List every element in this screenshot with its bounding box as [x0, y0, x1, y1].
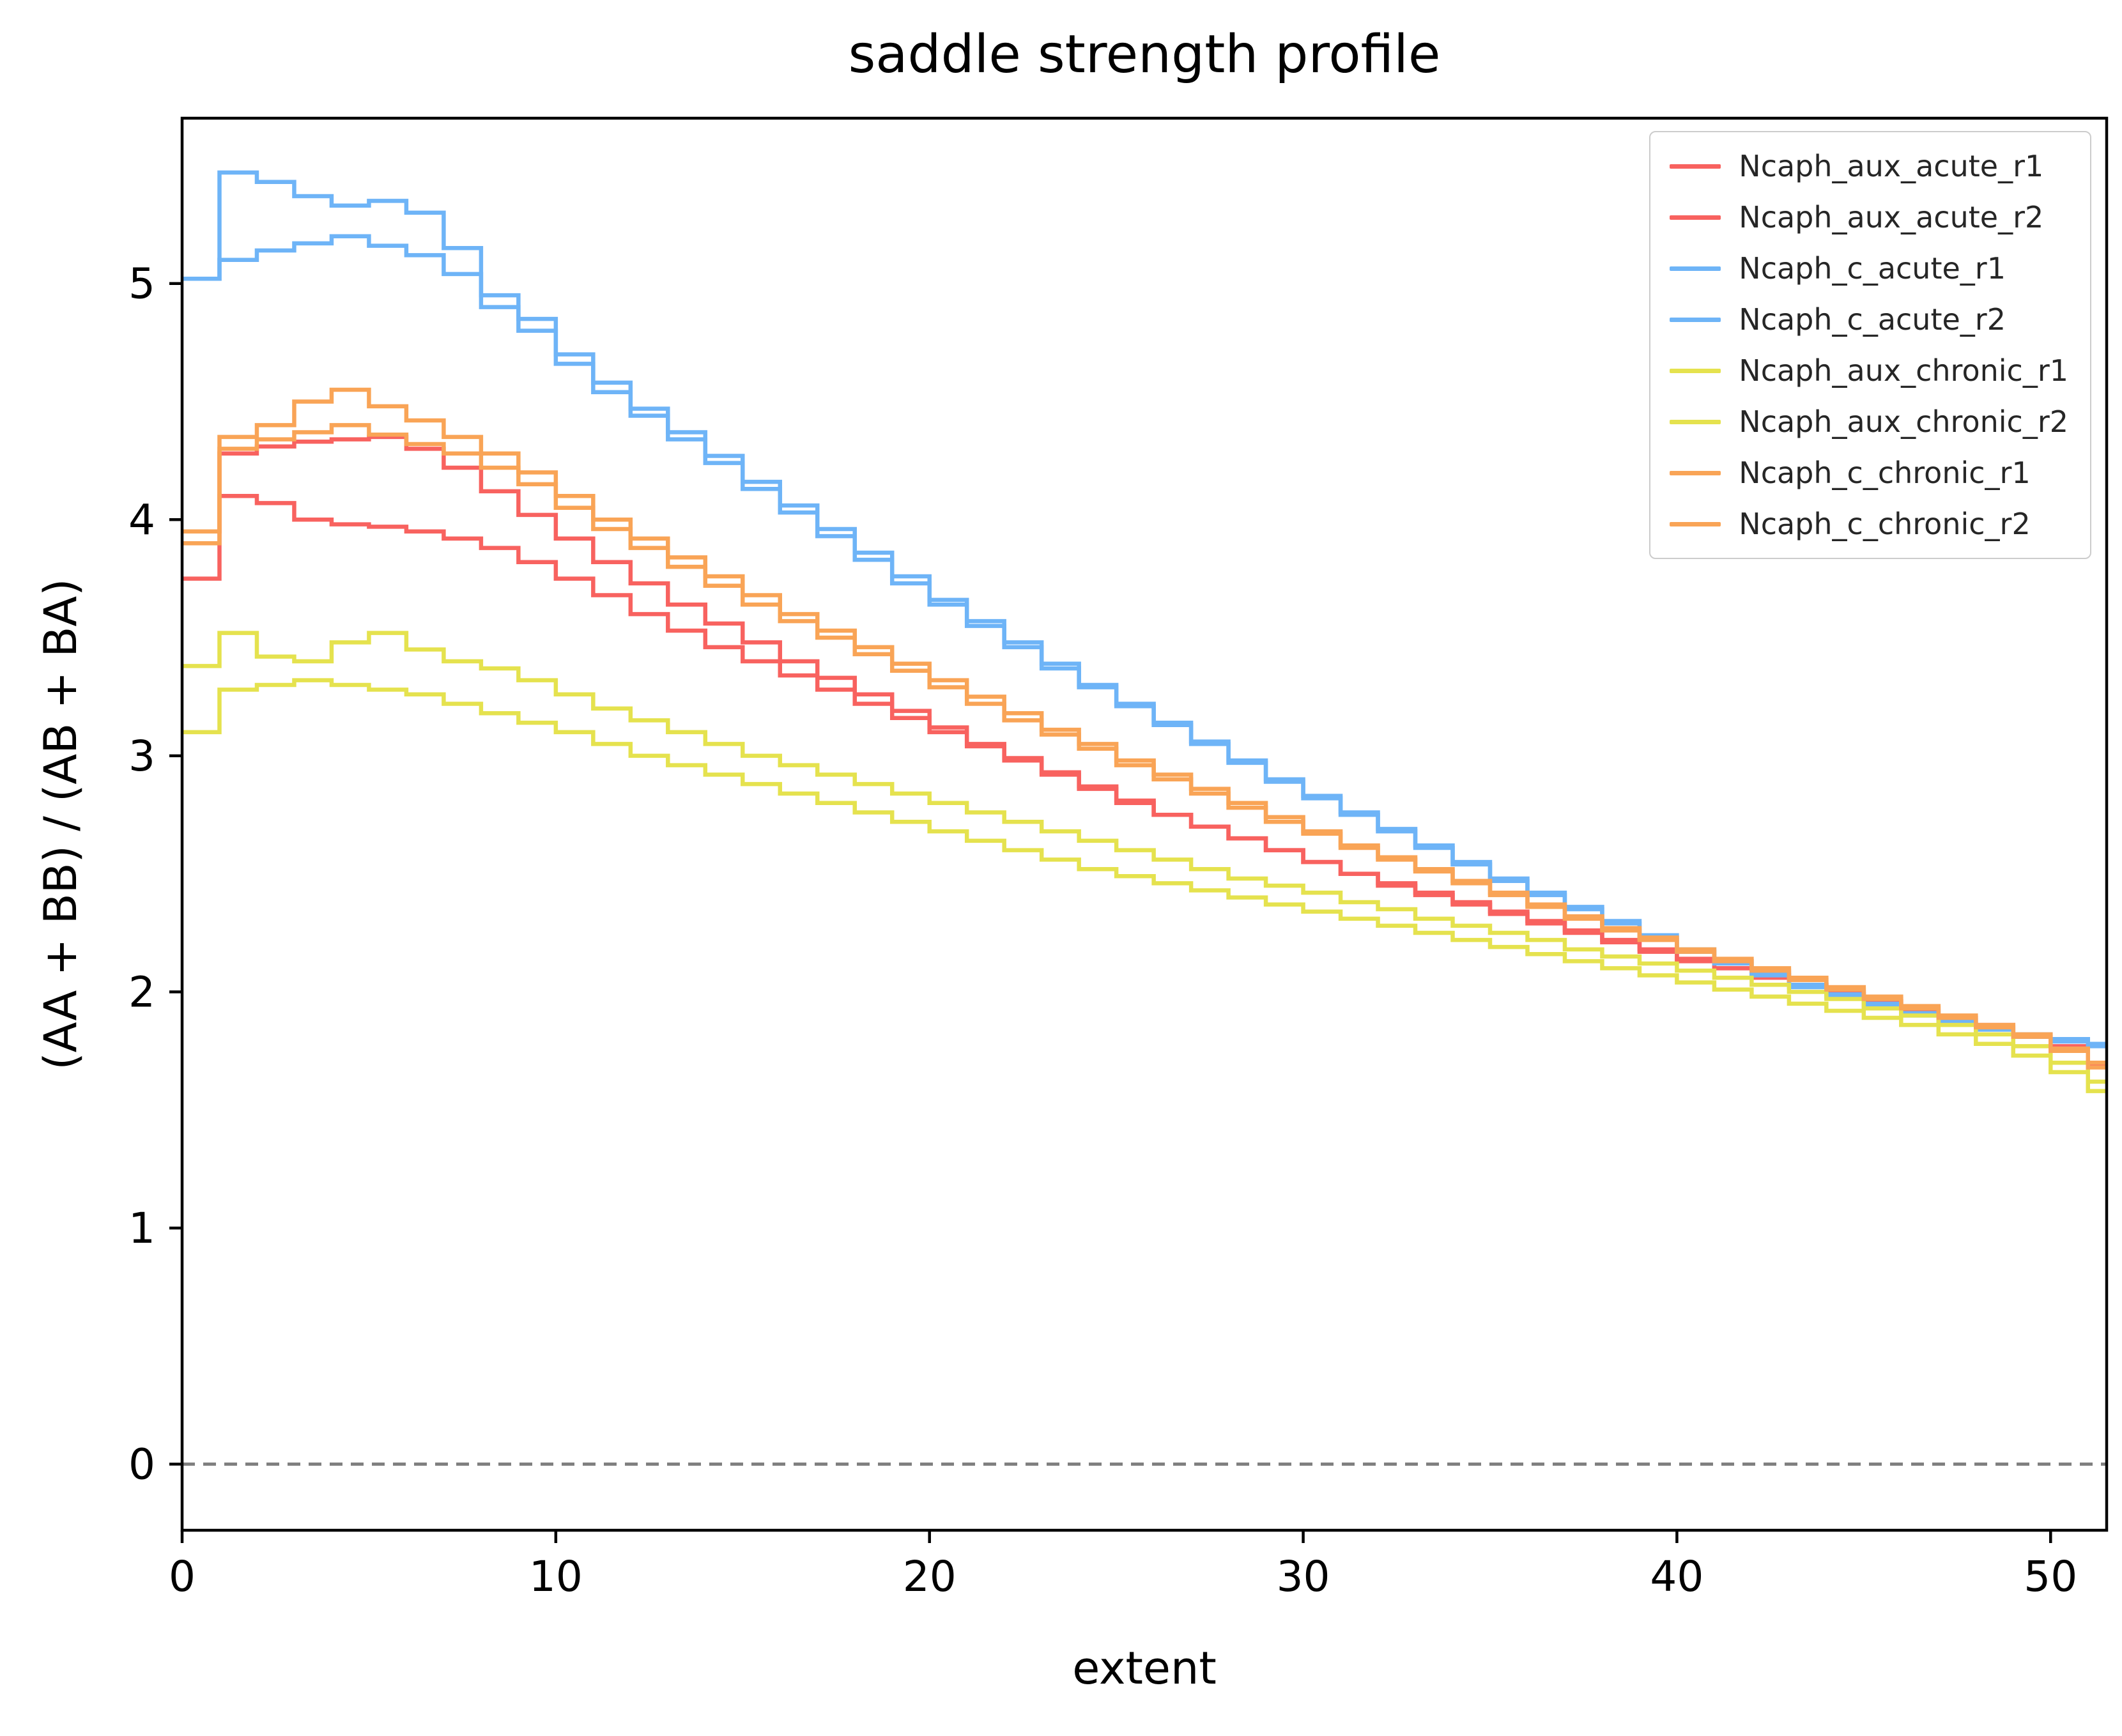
legend-item-Ncaph_c_chronic_r2: Ncaph_c_chronic_r2: [1670, 507, 2068, 541]
legend-item-Ncaph_c_acute_r2: Ncaph_c_acute_r2: [1670, 302, 2068, 337]
y-axis-label: (AA + BB) / (AB + BA): [35, 578, 87, 1070]
y-tick-label: 5: [128, 259, 155, 309]
legend-label: Ncaph_c_chronic_r2: [1739, 507, 2031, 541]
legend-line-swatch: [1670, 164, 1721, 169]
legend-label: Ncaph_aux_acute_r1: [1739, 149, 2044, 183]
series-Ncaph_aux_chronic_r1: [182, 631, 2107, 1084]
legend-line-swatch: [1670, 521, 1721, 526]
legend-item-Ncaph_c_chronic_r1: Ncaph_c_chronic_r1: [1670, 456, 2068, 490]
x-axis-label: extent: [1072, 1642, 1217, 1694]
series-Ncaph_c_chronic_r2: [182, 423, 2107, 1070]
legend-label: Ncaph_c_acute_r1: [1739, 251, 2006, 286]
legend-line-swatch: [1670, 317, 1721, 322]
x-tick-label: 0: [169, 1552, 196, 1601]
legend-label: Ncaph_c_chronic_r1: [1739, 456, 2031, 490]
y-tick-label: 3: [128, 732, 155, 781]
axes-spines: [180, 116, 2109, 1532]
x-tick-label: 40: [1650, 1552, 1703, 1601]
legend-item-Ncaph_aux_chronic_r2: Ncaph_aux_chronic_r2: [1670, 404, 2068, 439]
series-Ncaph_aux_chronic_r2: [182, 678, 2107, 1093]
legend-line-swatch: [1670, 215, 1721, 220]
y-tick-label: 4: [128, 495, 155, 544]
legend-item-Ncaph_aux_acute_r1: Ncaph_aux_acute_r1: [1670, 149, 2068, 183]
legend-item-Ncaph_c_acute_r1: Ncaph_c_acute_r1: [1670, 251, 2068, 286]
y-tick-label: 0: [128, 1440, 155, 1489]
legend: Ncaph_aux_acute_r1 Ncaph_aux_acute_r2 Ncap…: [1649, 131, 2091, 559]
legend-label: Ncaph_aux_chronic_r1: [1739, 353, 2068, 388]
legend-item-Ncaph_aux_acute_r2: Ncaph_aux_acute_r2: [1670, 200, 2068, 234]
y-tick-label: 2: [128, 967, 155, 1017]
legend-line-swatch: [1670, 419, 1721, 424]
x-tick-label: 50: [2024, 1552, 2077, 1601]
legend-line-swatch: [1670, 266, 1721, 271]
legend-line-swatch: [1670, 470, 1721, 475]
legend-line-swatch: [1670, 368, 1721, 373]
chart-title: saddle strength profile: [848, 24, 1441, 85]
legend-label: Ncaph_aux_acute_r2: [1739, 200, 2044, 234]
x-tick-label: 10: [529, 1552, 583, 1601]
legend-item-Ncaph_aux_chronic_r1: Ncaph_aux_chronic_r1: [1670, 353, 2068, 388]
x-tick-label: 30: [1277, 1552, 1330, 1601]
y-tick-label: 1: [128, 1204, 155, 1253]
legend-label: Ncaph_c_acute_r2: [1739, 302, 2006, 337]
x-tick-label: 20: [903, 1552, 957, 1601]
legend-label: Ncaph_aux_chronic_r2: [1739, 404, 2068, 439]
